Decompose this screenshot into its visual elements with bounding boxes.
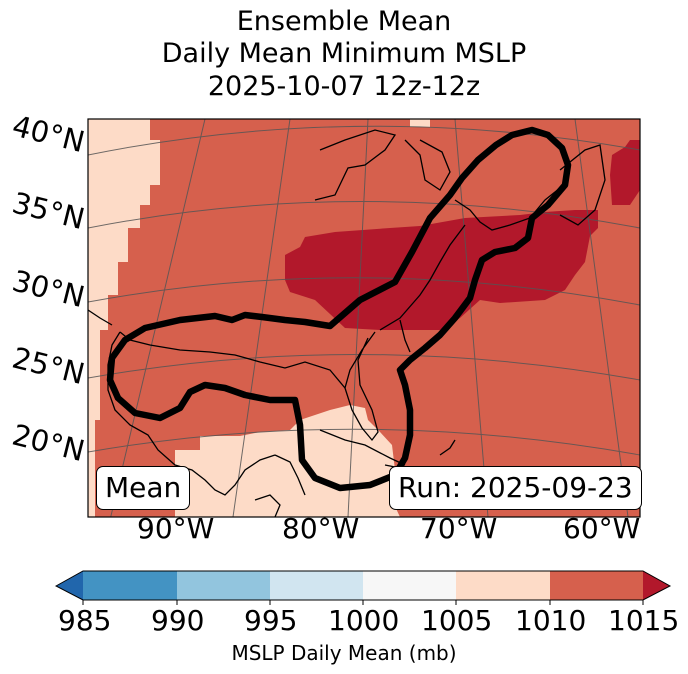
title-line-2: Daily Mean Minimum MSLP [161, 38, 527, 69]
colorbar-tick-995: 995 [244, 604, 298, 637]
colorbar-tick-1000: 1000 [328, 604, 400, 637]
mean-label-box: Mean [96, 466, 191, 510]
colorbar-1000-1005 [363, 571, 456, 600]
colorbar-ticks [82, 600, 644, 605]
colorbar-tick-990: 990 [151, 604, 205, 637]
pressure-field-1005-1010-north [410, 119, 430, 127]
run-date-box: Run: 2025-09-23 [389, 466, 642, 510]
title-line-3: 2025-10-07 12z-12z [207, 71, 481, 102]
lon-label-80w: 80°W [282, 512, 360, 545]
colorbar-tick-1015: 1015 [608, 604, 680, 637]
colorbar-1010-1015 [550, 571, 643, 600]
graticule [88, 119, 640, 517]
mean-contour [106, 126, 572, 492]
colorbar-label: MSLP Daily Mean (mb) [231, 641, 457, 665]
map-frame [87, 118, 641, 518]
lon-label-60w: 60°W [563, 512, 641, 545]
title-line-1: Ensemble Mean [236, 6, 452, 37]
pressure-field-1005-1010-west [88, 119, 160, 517]
colorbar-under [56, 571, 83, 600]
colorbar-985-990 [83, 571, 177, 600]
pressure-field-over-1015-east [610, 140, 640, 205]
colorbar-over [643, 571, 670, 600]
colorbar-tick-985: 985 [58, 604, 112, 637]
colorbar-990-995 [177, 571, 270, 600]
colorbar [56, 571, 670, 600]
map-area [88, 119, 640, 517]
lon-label-90w: 90°W [137, 512, 215, 545]
lon-label-70w: 70°W [420, 512, 498, 545]
colorbar-1005-1010 [456, 571, 550, 600]
colorbar-tick-1005: 1005 [421, 604, 493, 637]
colorbar-tick-1010: 1010 [515, 604, 587, 637]
colorbar-995-1000 [270, 571, 363, 600]
